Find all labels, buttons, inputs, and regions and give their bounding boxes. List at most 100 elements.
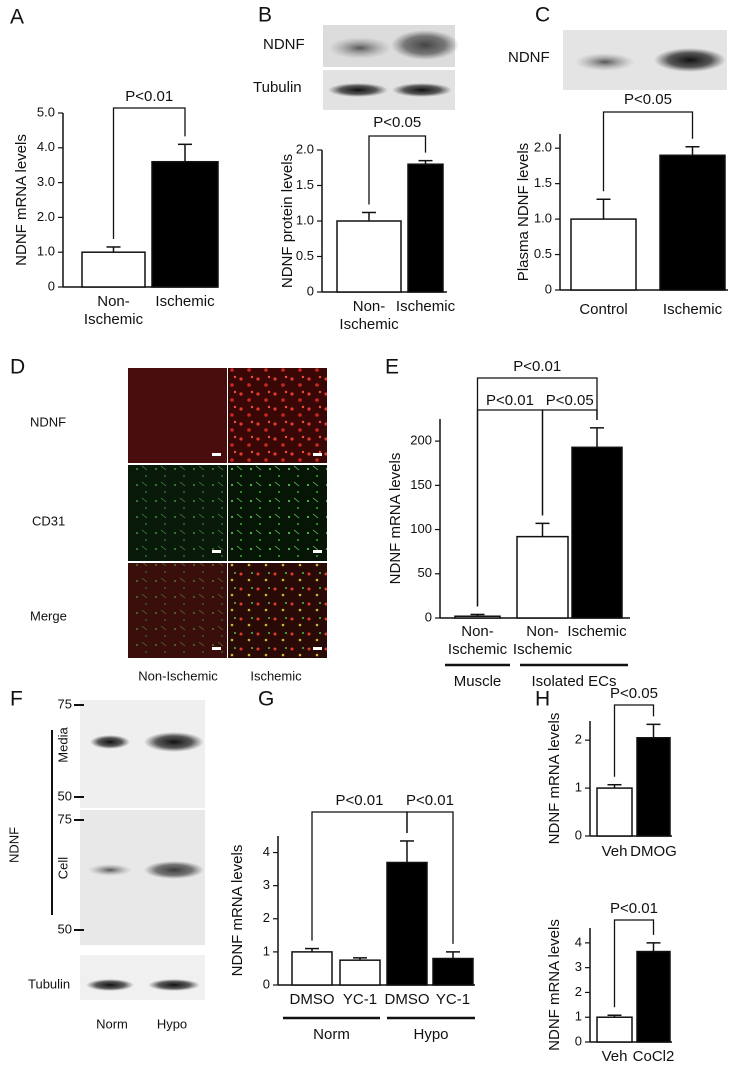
y-axis-label: NDNF mRNA levels bbox=[546, 919, 563, 1051]
y-tick-label: 2.0 bbox=[534, 140, 552, 155]
y-tick-label: 0 bbox=[575, 827, 582, 842]
panel-letter: H bbox=[535, 688, 550, 711]
panel-letter: C bbox=[535, 4, 550, 27]
blot-band bbox=[88, 864, 132, 876]
blot-image bbox=[80, 700, 205, 808]
bar bbox=[516, 535, 569, 619]
blot-band bbox=[392, 83, 452, 97]
y-tick-label: 4 bbox=[263, 844, 270, 859]
y-tick-label: 2 bbox=[575, 732, 582, 747]
y-tick-label: 2 bbox=[575, 984, 582, 999]
annotation: P<0.01 bbox=[610, 900, 658, 917]
blot-label: Tubulin bbox=[28, 976, 70, 991]
y-tick-label: 0 bbox=[307, 283, 314, 298]
bar bbox=[81, 251, 146, 288]
bar bbox=[636, 737, 671, 837]
group-label: Isolated ECs bbox=[531, 673, 616, 690]
annotation: P<0.01 bbox=[406, 792, 454, 809]
column-label: Ischemic bbox=[250, 668, 302, 683]
group-label: Hypo bbox=[413, 1026, 448, 1043]
y-tick-label: 2.0 bbox=[296, 141, 314, 156]
blot-label: Media bbox=[55, 727, 70, 763]
blot-band bbox=[90, 735, 130, 749]
x-tick-label: Non-Ischemic bbox=[513, 623, 573, 658]
marker-label: 75 bbox=[58, 696, 72, 711]
marker-label: 50 bbox=[58, 921, 72, 936]
y-tick-label: 1 bbox=[575, 780, 582, 795]
x-tick-label: Ischemic bbox=[567, 623, 627, 640]
row-label: CD31 bbox=[32, 513, 65, 528]
y-tick-label: 200 bbox=[410, 433, 432, 448]
x-tick-label: Veh bbox=[602, 843, 628, 860]
annotation: P<0.01 bbox=[336, 792, 384, 809]
bar bbox=[386, 861, 428, 986]
blot-band bbox=[144, 861, 204, 879]
blot-image bbox=[80, 955, 205, 1000]
x-tick-label: YC-1 bbox=[343, 991, 377, 1008]
blot-band bbox=[328, 37, 392, 59]
x-tick-label: DMOG bbox=[630, 843, 677, 860]
y-tick-label: 0 bbox=[425, 609, 432, 624]
y-tick-label: 4 bbox=[575, 934, 582, 949]
blot-band bbox=[328, 83, 388, 97]
x-tick-label: Ischemic bbox=[396, 298, 456, 315]
annotation: P<0.01 bbox=[486, 392, 534, 409]
blot-label: NDNF bbox=[508, 49, 550, 66]
annotation: P<0.01 bbox=[513, 358, 561, 375]
annotation: P<0.01 bbox=[125, 88, 173, 105]
y-axis-label: Plasma NDNF levels bbox=[515, 143, 532, 281]
y-tick-label: 150 bbox=[410, 477, 432, 492]
x-tick-label: DMSO bbox=[290, 991, 335, 1008]
y-tick-label: 0 bbox=[263, 976, 270, 991]
blot-band bbox=[148, 979, 200, 991]
panel-letter: F bbox=[10, 688, 23, 711]
y-axis-label: NDNF mRNA levels bbox=[13, 134, 30, 266]
y-tick-label: 1.5 bbox=[296, 177, 314, 192]
marker-label: 50 bbox=[58, 788, 72, 803]
annotation: P<0.05 bbox=[610, 685, 658, 702]
x-tick-label: Ischemic bbox=[663, 301, 723, 318]
x-tick-label: YC-1 bbox=[436, 991, 470, 1008]
blot-band bbox=[391, 30, 459, 60]
bar bbox=[151, 160, 219, 288]
x-tick-label: CoCl2 bbox=[633, 1048, 675, 1065]
y-axis-label: NDNF mRNA levels bbox=[229, 845, 246, 977]
blot-band bbox=[654, 48, 726, 72]
y-tick-label: 100 bbox=[410, 521, 432, 536]
x-tick-label: Non-Ischemic bbox=[339, 298, 399, 333]
blot-band bbox=[575, 53, 635, 71]
group-label: Norm bbox=[313, 1026, 350, 1043]
y-tick-label: 50 bbox=[418, 565, 432, 580]
blot-label: Tubulin bbox=[253, 79, 302, 96]
y-tick-label: 0 bbox=[575, 1033, 582, 1048]
y-tick-label: 3 bbox=[575, 959, 582, 974]
y-axis-label: NDNF protein levels bbox=[279, 154, 296, 288]
bar bbox=[596, 787, 633, 837]
significance-bracket bbox=[112, 107, 186, 239]
y-axis-label: NDNF mRNA levels bbox=[387, 453, 404, 585]
row-label: Merge bbox=[30, 608, 67, 623]
y-tick-label: 1.5 bbox=[534, 175, 552, 190]
bar bbox=[336, 220, 402, 293]
annotation: P<0.05 bbox=[624, 91, 672, 108]
annotation: P<0.05 bbox=[373, 114, 421, 131]
x-tick-label: Control bbox=[579, 301, 627, 318]
y-tick-label: 1.0 bbox=[37, 244, 55, 259]
y-tick-label: 2.0 bbox=[37, 209, 55, 224]
x-tick-label: Non-Ischemic bbox=[84, 293, 144, 328]
blot-label: NDNF bbox=[263, 36, 305, 53]
bar bbox=[407, 163, 444, 293]
blot-label: Cell bbox=[55, 857, 70, 880]
bar bbox=[339, 959, 381, 986]
y-tick-label: 3 bbox=[263, 877, 270, 892]
bar bbox=[291, 951, 333, 986]
x-tick-label: Veh bbox=[602, 1048, 628, 1065]
group-label: Muscle bbox=[454, 673, 502, 690]
x-tick-label: DMSO bbox=[385, 991, 430, 1008]
y-tick-label: 1.0 bbox=[534, 211, 552, 226]
bar bbox=[571, 446, 623, 619]
blot-band bbox=[86, 979, 134, 991]
microscopy-grid bbox=[128, 368, 327, 658]
